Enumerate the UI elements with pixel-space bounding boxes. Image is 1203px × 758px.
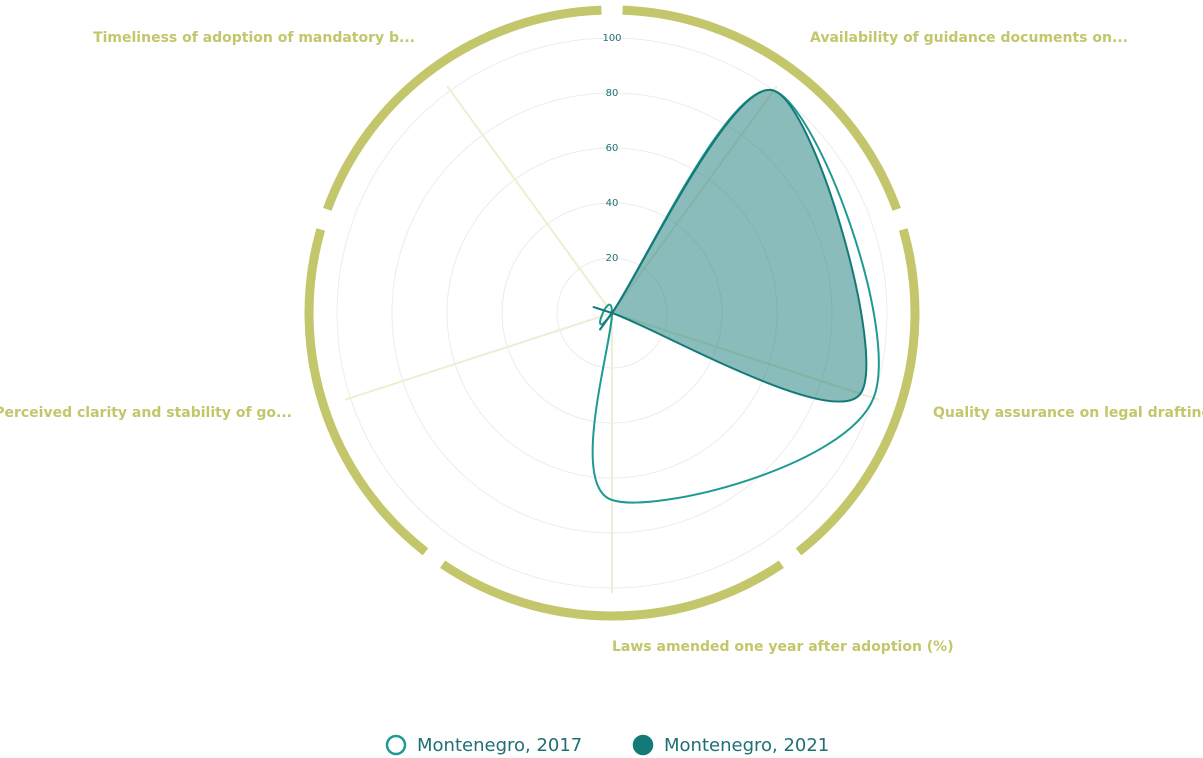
ring-segment: [323, 5, 602, 211]
r-tick-label: 80: [606, 88, 619, 99]
r-tick-label: 40: [606, 198, 619, 209]
axis-label: Availability of guidance documents on...: [810, 30, 1128, 46]
axis-line: [344, 312, 613, 401]
axis-label: Timeliness of adoption of mandatory b...: [93, 30, 415, 46]
series-shape: [592, 89, 868, 403]
axis-label: Perceived clarity and stability of go...: [0, 405, 292, 421]
ring-segment: [440, 560, 784, 621]
ring-segment: [622, 5, 901, 211]
legend-marker: [385, 734, 407, 756]
r-tick-label: 60: [606, 143, 619, 154]
legend-label: Montenegro, 2017: [417, 735, 582, 756]
ring-segment: [304, 228, 429, 556]
ring-segment: [795, 228, 920, 556]
legend-label: Montenegro, 2021: [664, 735, 829, 756]
r-tick-label: 20: [606, 253, 619, 264]
axis-label: Laws amended one year after adoption (%): [612, 639, 954, 655]
r-tick-label: 100: [602, 33, 621, 44]
legend-marker: [632, 734, 654, 756]
axis-line: [446, 85, 613, 314]
axis-label: Quality assurance on legal drafting: [933, 405, 1203, 421]
